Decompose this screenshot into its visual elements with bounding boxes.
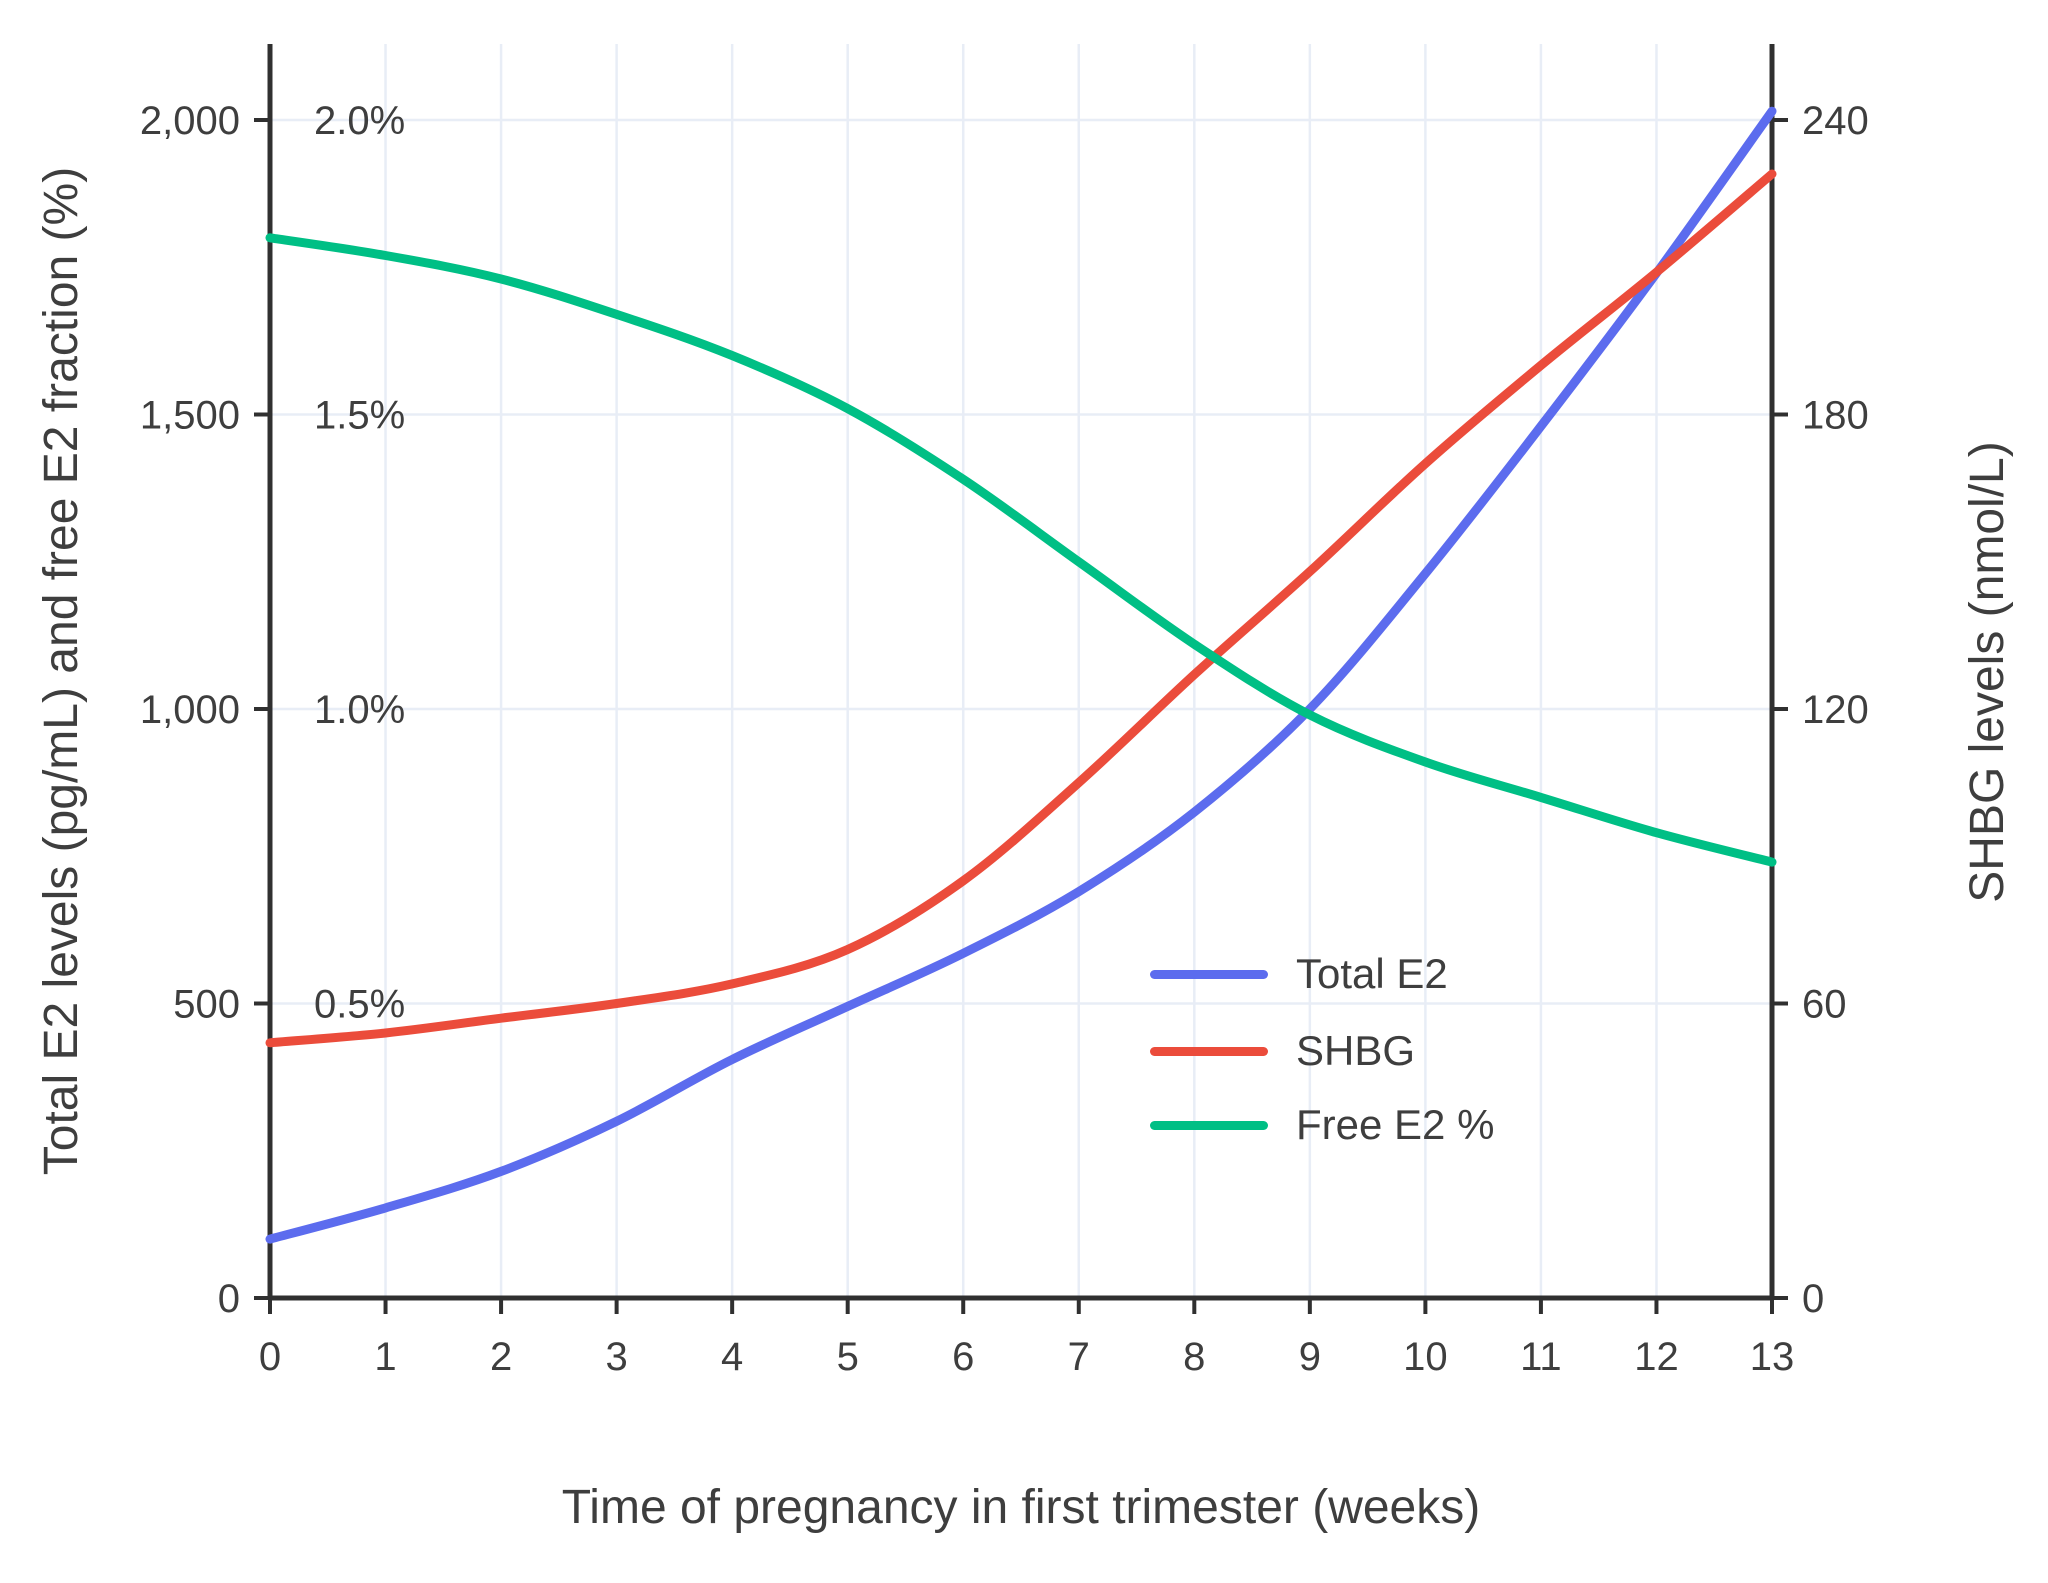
legend-item-shbg[interactable]: SHBG bbox=[1150, 1027, 1416, 1074]
x-tick-label: 2 bbox=[490, 1335, 512, 1379]
series-line-free-e2 bbox=[265, 233, 1777, 867]
left-y-axis-title: Total E2 levels (pg/mL) and free E2 frac… bbox=[35, 166, 88, 1176]
x-tick-label: 5 bbox=[837, 1335, 859, 1379]
left-tick-label: 1,500 bbox=[140, 394, 240, 438]
right-tick-label: 60 bbox=[1802, 983, 1847, 1027]
left-tick-label: 0 bbox=[218, 1277, 240, 1321]
percent-gridline-label: 2.0% bbox=[314, 99, 405, 143]
right-y-axis-title: SHBG levels (nmol/L) bbox=[1961, 441, 2014, 903]
left-tick-label: 1,000 bbox=[140, 688, 240, 732]
x-tick-label: 4 bbox=[721, 1335, 743, 1379]
right-tick-label: 180 bbox=[1802, 394, 1869, 438]
legend-label: Total E2 bbox=[1296, 950, 1448, 997]
x-tick-label: 8 bbox=[1183, 1335, 1205, 1379]
x-tick-label: 1 bbox=[374, 1335, 396, 1379]
x-tick-label: 13 bbox=[1750, 1335, 1795, 1379]
legend: Total E2 SHBG Free E2 % bbox=[1150, 0, 1670, 1583]
x-tick-label: 12 bbox=[1634, 1335, 1679, 1379]
percent-gridline-label: 1.5% bbox=[314, 394, 405, 438]
x-tick-label: 10 bbox=[1403, 1335, 1448, 1379]
legend-item-total-e2[interactable]: Total E2 bbox=[1150, 950, 1448, 997]
right-tick-label: 120 bbox=[1802, 688, 1869, 732]
legend-item-free-e2[interactable]: Free E2 % bbox=[1150, 1101, 1495, 1148]
x-tick-label: 0 bbox=[259, 1335, 281, 1379]
x-tick-label: 7 bbox=[1068, 1335, 1090, 1379]
x-tick-label: 3 bbox=[605, 1335, 627, 1379]
free-e2-swatch bbox=[1150, 1120, 1268, 1130]
shbg-swatch bbox=[1150, 1046, 1268, 1056]
series-line-total-e2 bbox=[265, 106, 1777, 1244]
x-tick-label: 11 bbox=[1520, 1335, 1562, 1379]
legend-label: SHBG bbox=[1296, 1027, 1416, 1074]
x-axis-title: Time of pregnancy in first trimester (we… bbox=[561, 1481, 1481, 1534]
right-tick-label: 0 bbox=[1802, 1277, 1824, 1321]
series-line-shbg bbox=[265, 169, 1777, 1048]
left-tick-label: 2,000 bbox=[140, 99, 240, 143]
percent-gridline-label: 1.0% bbox=[314, 688, 405, 732]
percent-gridline-label: 0.5% bbox=[314, 983, 405, 1027]
right-tick-label: 240 bbox=[1802, 99, 1869, 143]
total-e2-swatch bbox=[1150, 969, 1268, 979]
legend-label: Free E2 % bbox=[1296, 1101, 1495, 1148]
x-tick-label: 9 bbox=[1299, 1335, 1321, 1379]
x-tick-label: 6 bbox=[952, 1335, 974, 1379]
left-tick-label: 500 bbox=[173, 983, 240, 1027]
